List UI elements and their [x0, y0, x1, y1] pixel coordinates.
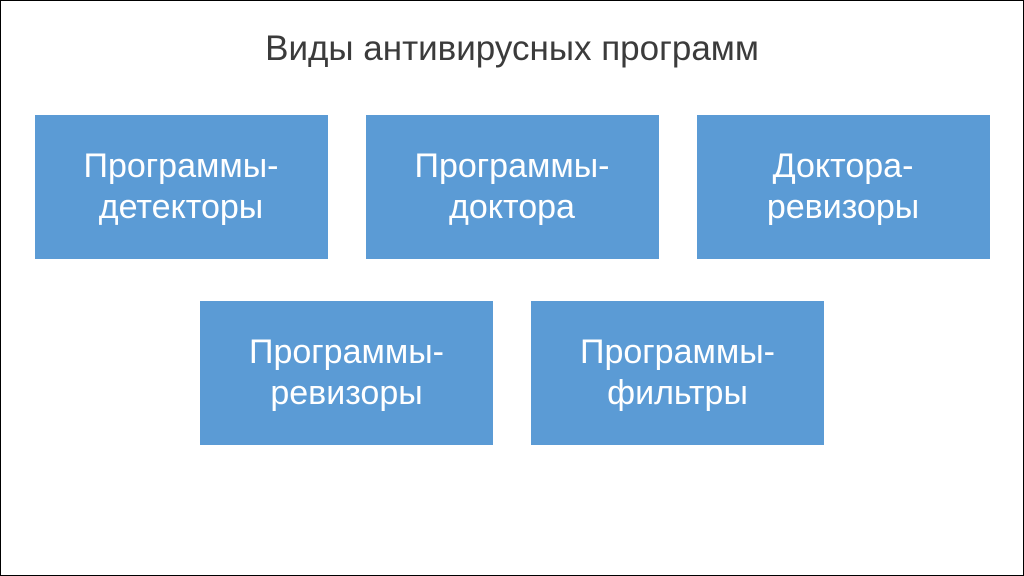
box-label: Программы- доктора: [415, 146, 610, 228]
box-doctor-auditors: Доктора- ревизоры: [697, 115, 990, 259]
box-label: Программы- ревизоры: [249, 332, 444, 414]
slide-frame: Виды антивирусных программ Программы- де…: [0, 0, 1024, 576]
box-filters: Программы- фильтры: [531, 301, 824, 445]
box-auditors: Программы- ревизоры: [200, 301, 493, 445]
box-label: Доктора- ревизоры: [767, 146, 919, 228]
box-row-top: Программы- детекторы Программы- доктора …: [1, 115, 1023, 259]
box-label: Программы- фильтры: [580, 332, 775, 414]
box-doctors: Программы- доктора: [366, 115, 659, 259]
slide-title: Виды антивирусных программ: [1, 29, 1023, 69]
box-detectors: Программы- детекторы: [35, 115, 328, 259]
box-row-bottom: Программы- ревизоры Программы- фильтры: [1, 301, 1023, 445]
box-label: Программы- детекторы: [84, 146, 279, 228]
